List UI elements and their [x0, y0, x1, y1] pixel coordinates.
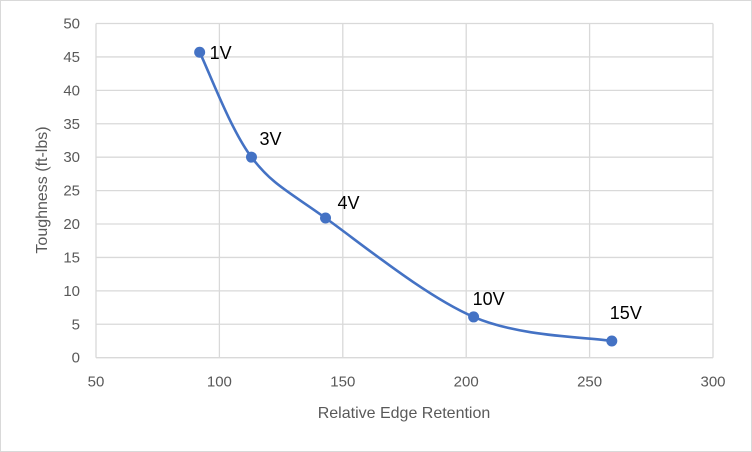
x-tick-label: 250	[577, 374, 602, 391]
y-tick-label: 20	[63, 216, 80, 233]
data-label-10V: 10V	[473, 289, 505, 309]
x-tick-label: 200	[454, 374, 479, 391]
tick-labels: 50 100 150 200 250 300 0 5 10 15 20 25 30 35 40 45 50	[63, 16, 725, 391]
y-tick-label: 30	[63, 149, 80, 166]
series-line	[198, 50, 614, 343]
data-point-4V	[320, 212, 332, 224]
y-tick-label: 40	[63, 82, 80, 99]
y-tick-label: 50	[63, 16, 80, 33]
data-label-3V: 3V	[259, 129, 281, 149]
x-tick-label: 100	[207, 374, 232, 391]
y-tick-label: 5	[72, 316, 80, 333]
gridlines	[95, 22, 714, 359]
x-axis-label: Relative Edge Retention	[318, 405, 491, 422]
data-label-4V: 4V	[338, 193, 360, 213]
x-tick-label: 300	[700, 374, 725, 391]
x-tick-label: 50	[88, 374, 105, 391]
y-tick-label: 0	[72, 350, 80, 367]
x-tick-label: 150	[330, 374, 355, 391]
data-label-15V: 15V	[610, 303, 642, 323]
data-point-15V	[606, 335, 618, 347]
data-points: 1V 3V 4V 10V 15V	[194, 43, 642, 347]
y-tick-label: 25	[63, 183, 80, 200]
data-point-10V	[468, 311, 480, 323]
y-axis-label: Toughness (ft-lbs)	[34, 126, 51, 253]
y-tick-label: 15	[63, 249, 80, 266]
y-tick-label: 45	[63, 49, 80, 66]
y-tick-label: 10	[63, 283, 80, 300]
data-point-3V	[245, 151, 257, 163]
data-point-1V	[194, 46, 206, 58]
data-label-1V: 1V	[210, 43, 232, 63]
y-tick-label: 35	[63, 116, 80, 133]
